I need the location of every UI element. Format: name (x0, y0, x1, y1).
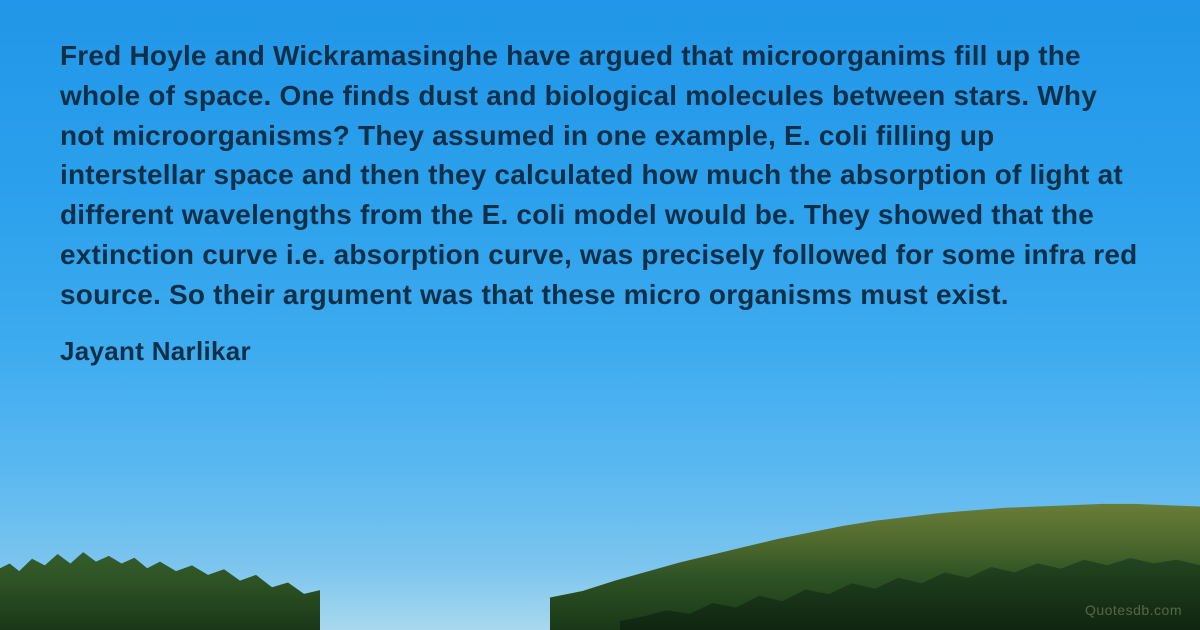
content-area: Fred Hoyle and Wickramasinghe have argue… (0, 0, 1200, 630)
quote-text: Fred Hoyle and Wickramasinghe have argue… (60, 36, 1140, 314)
quote-author: Jayant Narlikar (60, 336, 1140, 367)
watermark-text: Quotesdb.com (1085, 602, 1182, 618)
